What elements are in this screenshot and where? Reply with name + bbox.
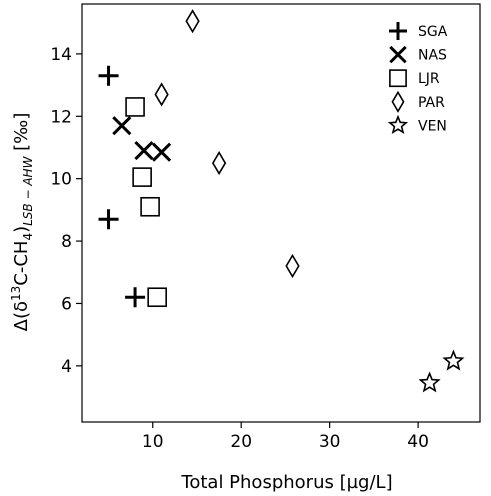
data-point-sga bbox=[98, 65, 119, 86]
data-point-ljr bbox=[125, 97, 145, 117]
x-tick-label: 30 bbox=[319, 432, 341, 452]
data-point-ljr bbox=[147, 287, 167, 308]
y-axis-label-part-2: C-CH bbox=[11, 241, 32, 286]
legend-item-par: PAR bbox=[391, 90, 445, 113]
series-nas bbox=[112, 116, 172, 162]
x-axis-label: Total Phosphorus [µg/L] bbox=[180, 472, 392, 493]
plot-area bbox=[81, 3, 481, 423]
y-axis-label-part-1: Δ(δ bbox=[11, 301, 32, 331]
data-point-par bbox=[154, 82, 169, 107]
data-point-ven bbox=[418, 371, 441, 393]
data-point-nas bbox=[152, 142, 172, 162]
data-point-ven bbox=[442, 349, 465, 371]
legend-label: VEN bbox=[418, 118, 447, 134]
data-point-ljr bbox=[140, 196, 160, 217]
axis-ticks: 10 20 30 40 4 6 8 10 12 14 bbox=[50, 45, 429, 452]
legend-label: LJR bbox=[418, 71, 440, 87]
legend-item-ljr: LJR bbox=[389, 69, 440, 88]
series-sga bbox=[98, 65, 146, 308]
y-tick-label: 8 bbox=[61, 232, 72, 252]
legend: SGA NAS LJR PAR VEN bbox=[387, 22, 448, 135]
plot-frame bbox=[81, 3, 481, 423]
data-point-sga bbox=[98, 209, 119, 230]
data-point-ljr bbox=[132, 167, 152, 187]
data-points bbox=[98, 9, 465, 393]
legend-marker-sga bbox=[389, 22, 407, 40]
legend-label: PAR bbox=[418, 95, 445, 111]
y-tick-label: 6 bbox=[61, 294, 72, 314]
legend-item-ven: VEN bbox=[387, 114, 447, 135]
data-point-par bbox=[285, 253, 300, 279]
y-axis-label-units: [‰] bbox=[11, 113, 32, 157]
series-ljr bbox=[125, 97, 167, 308]
series-par bbox=[154, 9, 300, 279]
legend-marker-nas bbox=[389, 45, 407, 64]
x-tick-label: 20 bbox=[230, 432, 252, 452]
legend-label: SGA bbox=[418, 24, 448, 40]
y-axis-label-subscript-4: 4 bbox=[21, 233, 35, 241]
data-point-nas bbox=[134, 141, 154, 161]
legend-marker-par bbox=[391, 90, 405, 113]
y-axis-label-subscript-lsb-ahw: LSB − AHW bbox=[21, 155, 35, 225]
y-axis-label: Δ(δ13C-CH4)LSB − AHW [‰] bbox=[9, 113, 35, 332]
legend-item-sga: SGA bbox=[389, 22, 448, 40]
data-point-par bbox=[211, 151, 227, 176]
y-axis-label-superscript-13: 13 bbox=[9, 286, 23, 301]
x-tick-label: 40 bbox=[407, 432, 429, 452]
legend-label: NAS bbox=[418, 48, 447, 64]
y-tick-label: 12 bbox=[50, 107, 72, 127]
data-point-sga bbox=[125, 287, 146, 308]
x-tick-label: 10 bbox=[142, 432, 164, 452]
data-point-nas bbox=[112, 116, 132, 136]
legend-marker-ljr bbox=[389, 69, 407, 88]
y-tick-label: 10 bbox=[50, 170, 72, 190]
series-ven bbox=[418, 349, 465, 393]
y-axis-label-part-3: ) bbox=[11, 226, 32, 233]
y-tick-label: 4 bbox=[61, 357, 72, 377]
legend-marker-ven bbox=[387, 114, 409, 135]
legend-item-nas: NAS bbox=[389, 45, 447, 64]
data-point-par bbox=[185, 9, 200, 34]
y-tick-label: 14 bbox=[50, 45, 72, 65]
